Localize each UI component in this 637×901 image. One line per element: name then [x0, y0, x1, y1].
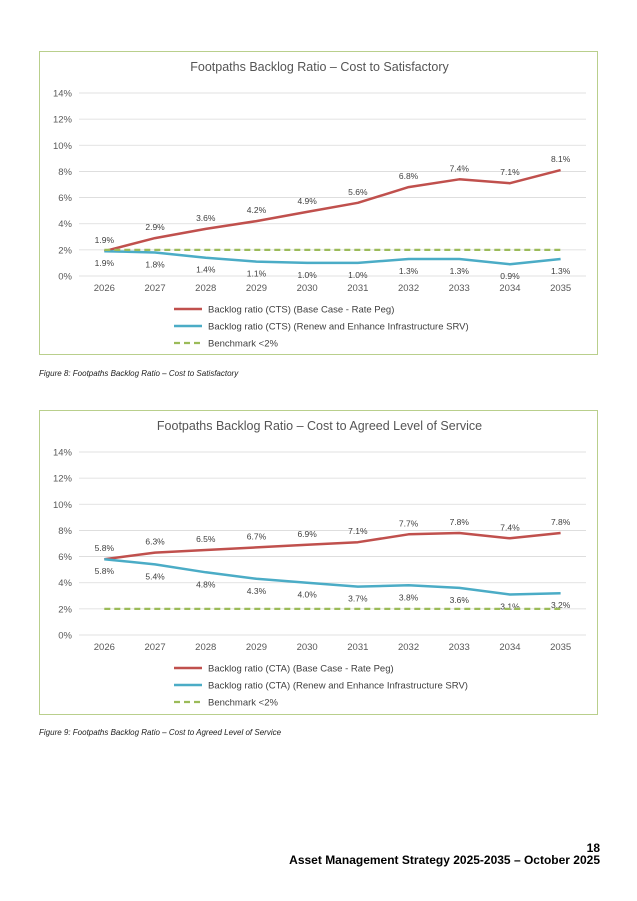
chart-1-title: Footpaths Backlog Ratio – Cost to Satisf…: [190, 60, 449, 74]
chart-1-data-label: 1.4%: [196, 265, 216, 275]
chart-2-title: Footpaths Backlog Ratio – Cost to Agreed…: [157, 419, 482, 433]
chart-1-data-label: 8.1%: [551, 154, 571, 164]
chart-2-data-label: 3.2%: [551, 600, 571, 610]
chart-1-data-label: 6.8%: [399, 171, 419, 181]
chart-2-y-tick-label: 8%: [58, 526, 72, 537]
chart-2-x-tick-label: 2029: [246, 642, 267, 653]
chart-2-y-tick-label: 14%: [53, 448, 73, 459]
chart-2-series-line-0: [104, 531, 561, 561]
chart-2-legend-label: Benchmark <2%: [208, 698, 279, 709]
chart-1-data-label: 1.9%: [95, 235, 115, 245]
chart-1-x-tick-label: 2026: [94, 283, 115, 294]
chart-1-x-tick-label: 2031: [347, 283, 368, 294]
chart-1-legend-label: Backlog ratio (CTS) (Base Case - Rate Pe…: [208, 305, 394, 316]
chart-1-x-tick-label: 2033: [449, 283, 470, 294]
chart-1-data-label: 1.8%: [145, 259, 165, 269]
chart-2-y-tick-label: 10%: [53, 500, 73, 511]
chart-2-data-label: 4.0%: [297, 590, 317, 600]
chart-1-y-tick-label: 10%: [53, 141, 73, 152]
chart-1-data-label: 4.9%: [297, 196, 317, 206]
chart-2-legend-label: Backlog ratio (CTA) (Base Case - Rate Pe…: [208, 664, 394, 675]
chart-1-y-tick-label: 4%: [58, 219, 72, 230]
chart-2-data-label: 4.3%: [247, 586, 267, 596]
chart-1-y-tick-label: 14%: [53, 89, 73, 100]
chart-2-data-label: 6.9%: [297, 529, 317, 539]
page-number: 18: [586, 841, 600, 855]
chart-2-x-tick-label: 2027: [144, 642, 165, 653]
chart-2-series-line-1: [104, 557, 561, 596]
chart-1-y-tick-label: 2%: [58, 245, 72, 256]
chart-2-x-tick-label: 2034: [499, 642, 520, 653]
chart-2-data-label: 7.4%: [500, 522, 520, 532]
chart-1-series-line-0: [103, 168, 561, 253]
chart-2-data-label: 5.8%: [95, 566, 115, 576]
chart-cts-svg: Footpaths Backlog Ratio – Cost to Satisf…: [53, 60, 586, 350]
chart-1-data-label: 7.4%: [450, 163, 470, 173]
chart-1-y-tick-label: 0%: [58, 272, 72, 283]
chart-2-x-tick-label: 2032: [398, 642, 419, 653]
chart-2-data-label: 6.3%: [145, 537, 165, 547]
chart-1-series-line-1: [104, 249, 561, 266]
chart-2-x-tick-label: 2033: [449, 642, 470, 653]
chart-1-data-label: 1.3%: [450, 266, 470, 276]
chart-2-data-label: 7.8%: [551, 517, 571, 527]
chart-1-x-tick-label: 2028: [195, 283, 216, 294]
chart-1-data-label: 1.1%: [247, 269, 267, 279]
footer-title: Asset Management Strategy 2025-2035 – Oc…: [289, 853, 600, 867]
chart-1-data-label: 7.1%: [500, 167, 520, 177]
chart-1-data-label: 0.9%: [500, 271, 520, 281]
chart-2-data-label: 6.5%: [196, 534, 216, 544]
chart-1-data-label: 1.9%: [95, 258, 115, 268]
chart-1-data-label: 5.6%: [348, 187, 368, 197]
chart-1-legend-label: Benchmark <2%: [208, 339, 279, 350]
chart-2-y-tick-label: 2%: [58, 604, 72, 615]
chart-2-data-label: 7.7%: [399, 518, 419, 528]
chart-2-x-tick-label: 2028: [195, 642, 216, 653]
chart-1-data-label: 1.3%: [399, 266, 419, 276]
chart-2-y-tick-label: 0%: [58, 631, 72, 642]
chart-2-data-label: 5.8%: [95, 543, 115, 553]
chart-2-data-label: 7.8%: [450, 517, 470, 527]
chart-2-x-tick-label: 2026: [94, 642, 115, 653]
chart-1-x-tick-label: 2029: [246, 283, 267, 294]
chart-1-legend-label: Backlog ratio (CTS) (Renew and Enhance I…: [208, 322, 469, 333]
chart-1-y-tick-label: 12%: [53, 115, 73, 126]
chart-1-x-tick-label: 2032: [398, 283, 419, 294]
chart-2-y-tick-label: 12%: [53, 474, 73, 485]
chart-2-data-label: 5.4%: [145, 571, 165, 581]
chart-2-data-label: 4.8%: [196, 579, 216, 589]
chart-1-data-label: 3.6%: [196, 213, 216, 223]
chart-2-data-label: 3.1%: [500, 601, 520, 611]
chart-1-data-label: 1.3%: [551, 266, 571, 276]
chart-2-y-tick-label: 4%: [58, 578, 72, 589]
chart-footpaths-cts: Footpaths Backlog Ratio – Cost to Satisf…: [39, 51, 598, 355]
chart-1-data-label: 1.0%: [348, 270, 368, 280]
chart-cta-svg: Footpaths Backlog Ratio – Cost to Agreed…: [53, 419, 586, 709]
chart-1-x-tick-label: 2035: [550, 283, 571, 294]
chart-1-x-tick-label: 2030: [297, 283, 318, 294]
chart-1-y-tick-label: 8%: [58, 167, 72, 178]
chart-footpaths-cta: Footpaths Backlog Ratio – Cost to Agreed…: [39, 410, 598, 715]
chart-2-x-tick-label: 2031: [347, 642, 368, 653]
figure-9-caption: Figure 9: Footpaths Backlog Ratio – Cost…: [39, 728, 282, 737]
figure-8-caption: Figure 8: Footpaths Backlog Ratio – Cost…: [39, 369, 239, 378]
chart-2-data-label: 6.7%: [247, 531, 267, 541]
chart-1-data-label: 4.2%: [247, 205, 267, 215]
chart-1-data-label: 2.9%: [145, 222, 165, 232]
chart-1-y-tick-label: 6%: [58, 193, 72, 204]
chart-2-x-tick-label: 2030: [297, 642, 318, 653]
chart-2-x-tick-label: 2035: [550, 642, 571, 653]
chart-2-data-label: 3.8%: [399, 592, 419, 602]
chart-2-data-label: 3.6%: [450, 595, 470, 605]
chart-1-data-label: 1.0%: [297, 270, 317, 280]
chart-1-x-tick-label: 2034: [499, 283, 520, 294]
chart-2-data-label: 3.7%: [348, 594, 368, 604]
chart-2-data-label: 7.1%: [348, 526, 368, 536]
chart-2-y-tick-label: 6%: [58, 552, 72, 563]
chart-2-legend-label: Backlog ratio (CTA) (Renew and Enhance I…: [208, 681, 468, 692]
chart-1-x-tick-label: 2027: [144, 283, 165, 294]
